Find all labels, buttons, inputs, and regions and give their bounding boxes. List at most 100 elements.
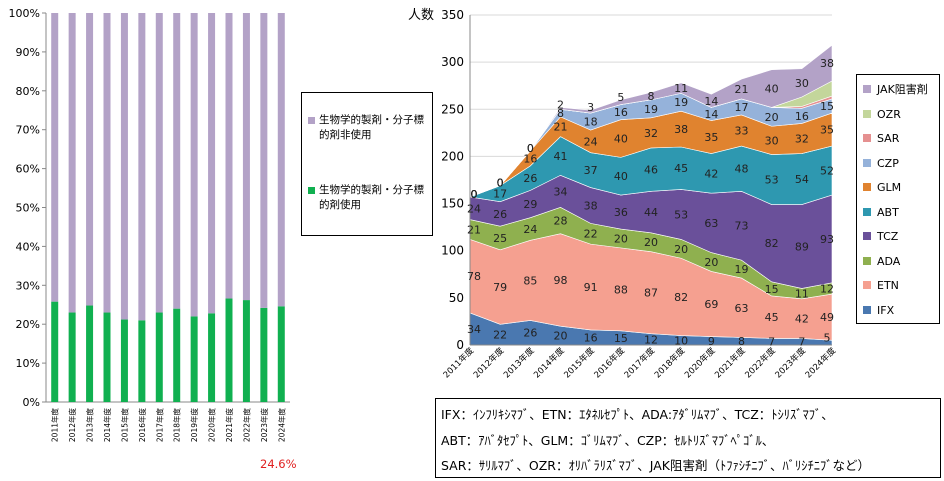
data-label: 12 [644,333,658,346]
bar-segment-non-use [225,13,233,299]
data-label: 22 [584,228,598,241]
abbreviation-line-1: IFX：ｲﾝﾌﾘｷｼﾏﾌﾞ、ETN：ｴﾀﾈﾙｾﾌﾟﾄ、ADA:ｱﾀﾞﾘﾑﾏﾌﾞ、… [441,407,834,422]
data-label: 69 [704,298,718,311]
data-label: 21 [467,224,481,237]
bar-segment-use [208,313,216,402]
x-tick-label: 2013年度 [501,345,536,380]
data-label: 0 [527,142,534,155]
data-label: 29 [523,198,537,211]
data-label: 41 [554,150,568,163]
data-label: 19 [644,103,658,116]
bar-segment-non-use [86,13,94,306]
data-label: 82 [674,291,688,304]
data-label: 73 [735,220,749,233]
data-label: 42 [795,313,809,326]
data-label: 63 [735,302,749,315]
data-label: 5 [617,91,624,104]
legend-label: SAR [877,132,900,145]
data-label: 32 [795,133,809,146]
data-label: 18 [584,116,598,129]
data-label: 24 [523,223,537,236]
y-tick-label: 150 [441,197,464,211]
legend-label: ADA [877,254,901,268]
data-label: 0 [471,188,478,201]
y-tick-label: 300 [441,55,464,69]
legend-item-sar: SAR [863,132,899,146]
x-tick-label: 2021年度 [224,408,234,443]
data-label: 24 [467,202,481,215]
data-label: 30 [765,134,779,147]
data-label: 45 [674,162,688,175]
y-tick-label: 0% [23,396,40,409]
y-tick-label: 0 [456,338,464,352]
x-tick-label: 2018年度 [652,345,687,380]
abbreviation-box: IFX：ｲﾝﾌﾘｷｼﾏﾌﾞ、ETN：ｴﾀﾈﾙｾﾌﾟﾄ、ADA:ｱﾀﾞﾘﾑﾏﾌﾞ、… [435,398,941,478]
data-label: 20 [644,236,658,249]
last-year-percent-note: 24.6% [260,457,297,471]
data-label: 11 [674,82,688,95]
legend-swatch [863,207,871,216]
bar-segment-use [51,301,59,402]
bar-segment-non-use [260,13,268,308]
bar-segment-use [86,305,94,402]
bar-segment-use [173,308,181,402]
data-label: 35 [704,131,718,144]
data-label: 20 [554,330,568,343]
bar-segment-non-use [242,13,250,301]
bar-segment-non-use [155,13,163,313]
data-label: 0 [471,188,478,201]
data-label: 53 [674,208,688,221]
bar-segment-use [68,312,76,402]
x-tick-label: 2021年度 [713,345,748,380]
y-axis-unit-label: 人数 [408,8,435,23]
y-tick-label: 20% [16,318,40,331]
y-tick-label: 350 [441,8,464,22]
legend-item-ada: ADA [863,255,900,269]
data-label: 82 [765,237,779,250]
data-label: 24 [584,135,598,148]
data-label: 53 [765,174,779,187]
data-label: 9 [708,335,715,348]
data-label: 35 [820,124,834,137]
bar-segment-use [242,300,250,402]
x-tick-label: 2024年度 [803,345,838,380]
legend-swatch [863,256,871,265]
bar-segment-non-use [190,13,198,317]
data-label: 42 [704,167,718,180]
data-label: 98 [554,274,568,287]
data-label: 0 [497,177,504,190]
bar-segment-non-use [173,13,181,309]
data-label: 32 [644,127,658,140]
y-tick-label: 50 [449,291,464,305]
data-label: 78 [467,270,481,283]
data-label: 21 [735,83,749,96]
data-label: 34 [554,185,568,198]
x-tick-label: 2012年度 [67,408,77,443]
data-label: 2 [557,98,564,111]
legend-label: TCZ [877,230,899,243]
legend-item-ozr: OZR [863,108,901,122]
left-legend: 生物学的製剤・分子標的剤非使用 生物学的製剤・分子標的剤使用 [301,92,433,236]
x-tick-label: 2024年度 [276,408,286,443]
data-label: 26 [523,327,537,340]
legend-item-etn: ETN [863,279,899,293]
data-label: 30 [795,77,809,90]
left-stacked-bar-chart: 0% 10% 20% 30% 40% 50% 60% 70% 80% 90% 100% 2011年度 2… [9,7,290,443]
x-tick-label: 2020年度 [682,345,717,380]
bar-segment-use [138,320,146,402]
legend-swatch [863,183,871,191]
data-label: 22 [493,329,507,342]
x-tick-label: 2016年度 [137,408,147,443]
y-tick-label: 40% [16,240,40,253]
data-label: 85 [523,274,537,287]
data-label: 20 [674,243,688,256]
legend-swatch [863,85,871,93]
data-label: 3 [587,101,594,114]
area-jak [469,44,833,198]
right-legend: JAK阻害剤 OZR SAR CZP GLM ABT TCZ ADA ETN IFX [856,74,940,324]
x-tick-label: 2012年度 [471,345,506,380]
data-label: 19 [735,263,749,276]
data-label: 0 [497,177,504,190]
legend-label: OZR [877,107,901,121]
